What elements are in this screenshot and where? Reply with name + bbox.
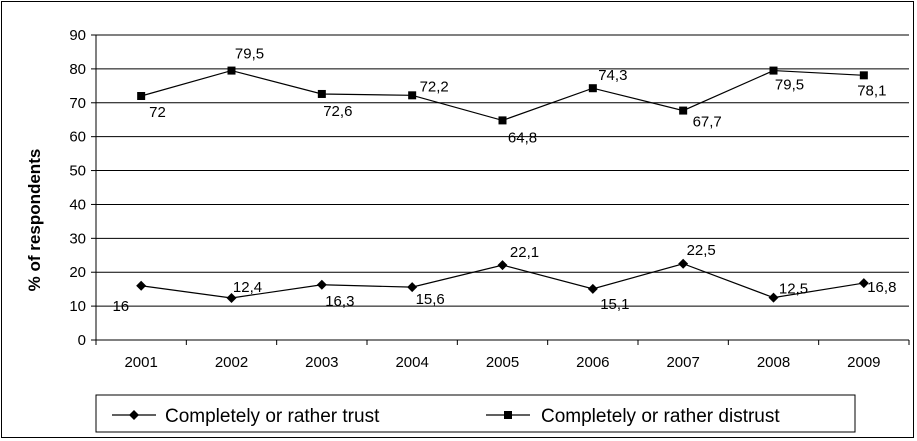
data-point-marker: [227, 66, 236, 75]
grid-lines: [96, 34, 909, 307]
legend-label: Completely or rather trust: [165, 406, 380, 427]
data-label: 16,8: [867, 279, 896, 296]
x-tick-label: 2007: [666, 354, 699, 371]
data-point-marker: [588, 84, 597, 93]
y-tick-label: 10: [69, 298, 86, 315]
legend-box: [95, 394, 856, 433]
legend: Completely or rather trust Completely or …: [95, 394, 856, 433]
y-tick-label: 40: [69, 196, 86, 213]
data-point-marker: [587, 283, 598, 294]
data-label: 16,3: [325, 293, 354, 310]
y-tick-label: 0: [78, 332, 86, 349]
y-tick-label: 20: [69, 264, 86, 281]
data-label: 72: [149, 104, 166, 121]
data-point-marker: [137, 92, 146, 100]
y-axis-label: % of respondents: [25, 149, 44, 292]
data-point-marker: [679, 106, 688, 115]
data-label: 79,5: [775, 77, 804, 94]
x-tick-label: 2001: [124, 354, 157, 371]
x-tick-label: 2005: [486, 354, 519, 371]
data-label: 67,7: [693, 114, 722, 131]
data-point-marker: [768, 292, 779, 303]
data-labels: 16 12,4 16,3 15,6 22,1 15,1 22,5 12,5 16,8 72 79,5…: [112, 46, 896, 315]
y-tick-labels: 0 10 20 30 40 50 60 70 80 90: [69, 27, 86, 349]
x-tick-label: 2006: [576, 354, 609, 371]
x-tick-label: 2003: [305, 354, 338, 371]
y-tick-label: 50: [69, 163, 86, 180]
data-point-marker: [136, 280, 147, 291]
y-tick-label: 90: [69, 27, 86, 44]
data-label: 72,2: [420, 78, 449, 95]
series-line-distrust: [141, 69, 864, 122]
series-lines: [136, 66, 869, 303]
y-tick-label: 80: [69, 61, 86, 78]
data-point-marker: [226, 292, 237, 303]
legend-marker: [504, 411, 512, 419]
data-point-marker: [408, 91, 417, 100]
y-tick-label: 30: [69, 230, 86, 247]
legend-marker: [129, 410, 139, 420]
data-point-marker: [407, 282, 418, 293]
data-point-marker: [316, 279, 327, 290]
data-label: 12,4: [233, 279, 262, 296]
data-point-marker: [769, 66, 778, 75]
x-tick-label: 2009: [847, 354, 880, 371]
data-label: 12,5: [779, 281, 808, 298]
data-point-marker: [858, 278, 869, 289]
data-point-marker: [678, 258, 689, 269]
x-tick-label: 2008: [757, 354, 790, 371]
data-point-marker: [497, 260, 508, 271]
data-label: 78,1: [857, 82, 886, 99]
y-tick-label: 70: [69, 95, 86, 112]
data-label: 16: [112, 298, 129, 315]
x-tick-label: 2002: [215, 354, 248, 371]
data-point-marker: [317, 89, 326, 98]
data-label: 74,3: [598, 67, 627, 84]
data-label: 72,6: [323, 103, 352, 120]
data-label: 15,6: [416, 291, 445, 308]
data-label: 15,1: [600, 296, 629, 313]
legend-label: Completely or rather distrust: [541, 406, 780, 427]
data-label: 64,8: [508, 129, 537, 146]
y-tick-label: 60: [69, 129, 86, 146]
x-tick-label: 2004: [395, 354, 428, 371]
data-point-marker: [859, 71, 868, 80]
axes: [91, 34, 910, 345]
data-label: 79,5: [235, 46, 264, 63]
x-tick-labels: 2001 2002 2003 2004 2005 2006 2007 2008 2009: [124, 354, 880, 371]
data-point-marker: [498, 116, 507, 125]
data-label: 22,5: [687, 242, 716, 259]
data-label: 22,1: [510, 244, 539, 261]
